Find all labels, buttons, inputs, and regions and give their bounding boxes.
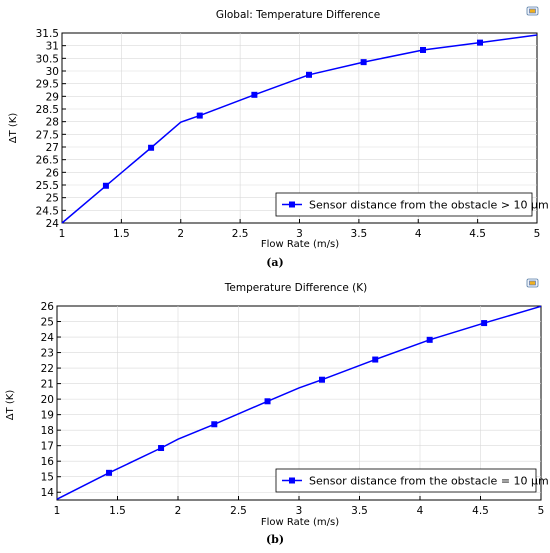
chart-b-export-icon[interactable]	[526, 278, 539, 288]
chart-a-y-tick-label: 26	[46, 167, 60, 179]
chart-b-x-tick-label: 4	[417, 505, 424, 517]
chart-b-x-tick-label: 1.5	[109, 505, 126, 517]
chart-a-data-point	[102, 182, 109, 189]
chart-a-x-tick-label: 1.5	[113, 228, 130, 240]
chart-b-x-tick-label: 3	[296, 505, 303, 517]
chart-a-series	[61, 34, 538, 224]
chart-a-data-point	[360, 59, 367, 66]
chart-a-title: Global: Temperature Difference	[216, 9, 380, 21]
chart-a-x-tick-label: 5	[534, 228, 541, 240]
chart-b-x-tick-label: 3.5	[351, 505, 368, 517]
chart-a-x-tick-label: 4	[415, 228, 422, 240]
chart-b-y-tick-label: 15	[41, 472, 54, 484]
chart-a-y-tick-label: 24	[46, 218, 60, 230]
chart-a-data-point	[420, 46, 426, 53]
chart-a-data-point	[196, 112, 203, 119]
chart-a-legend-label: Sensor distance from the obstacle > 10 μ…	[309, 199, 549, 212]
chart-a-data-point	[251, 91, 258, 98]
chart-b-data-point	[426, 336, 433, 343]
chart-a-data-point	[306, 71, 312, 78]
chart-b-x-tick-label: 4.5	[472, 505, 489, 517]
chart-b-y-tick-label: 16	[41, 456, 55, 468]
chart-a-y-tick-label: 30	[46, 66, 59, 78]
chart-a-ticks: 1 1.5 2 2.5 3 3.5 4 4.5 5 2424.52525.52626.52727.…	[36, 28, 541, 240]
chart-b-y-tick-label: 23	[41, 348, 54, 360]
chart-a-grid	[62, 33, 537, 223]
chart-a-data-point	[477, 39, 483, 46]
chart-a-y-tick-label: 31.5	[36, 28, 59, 40]
chart-a-x-tick-label: 1	[59, 228, 66, 240]
chart-b-data-point	[158, 445, 165, 452]
chart-a-x-tick-label: 4.5	[469, 228, 486, 240]
chart-a-xlabel: Flow Rate (m/s)	[261, 239, 339, 250]
chart-panel-a: Global: Temperature Difference 1 1.5 2 2.5 3…	[8, 6, 549, 269]
chart-a-ylabel: ΔT (K)	[8, 113, 19, 144]
chart-b-y-tick-label: 19	[41, 410, 54, 422]
chart-b-data-point	[106, 469, 113, 476]
chart-b-legend: Sensor distance from the obstacle = 10 μ…	[275, 468, 549, 493]
chart-a-x-tick-label: 2	[177, 228, 184, 240]
chart-a-y-tick-label: 29.5	[36, 79, 59, 91]
chart-a-data-point	[148, 144, 155, 151]
chart-b-xlabel: Flow Rate (m/s)	[261, 517, 339, 528]
chart-panel-b: Temperature Difference (K) 1 1.5 2 2.5 3 3.5 4…	[5, 278, 549, 546]
chart-b-data-point	[211, 421, 218, 428]
chart-a-y-tick-label: 28.5	[36, 104, 59, 116]
chart-a-export-icon[interactable]	[526, 6, 539, 16]
chart-b-data-point	[318, 376, 325, 383]
chart-b-series	[56, 305, 542, 500]
chart-a-x-tick-label: 3	[296, 228, 303, 240]
chart-a-y-tick-label: 27.5	[36, 129, 59, 141]
chart-b-ticks: 1 1.5 2 2.5 3 3.5 4 4.5 5 14 15 16 17 18 19 20 21 22 23 24 2…	[41, 301, 545, 517]
chart-b-x-tick-label: 2	[175, 505, 182, 517]
chart-b-y-tick-label: 14	[41, 487, 55, 499]
chart-b-data-point	[264, 398, 271, 405]
chart-b-data-point	[372, 356, 379, 363]
chart-b-y-tick-label: 20	[41, 394, 54, 406]
chart-a-y-tick-label: 28	[46, 117, 59, 129]
chart-b-title: Temperature Difference (K)	[224, 282, 367, 294]
chart-a-x-tick-label: 2.5	[232, 228, 249, 240]
chart-b-legend-label: Sensor distance from the obstacle = 10 μ…	[309, 475, 549, 488]
chart-b-ylabel: ΔT (K)	[5, 390, 16, 421]
chart-a-y-tick-label: 27	[46, 142, 59, 154]
chart-b-x-tick-label: 5	[538, 505, 545, 517]
chart-a-x-tick-label: 3.5	[351, 228, 368, 240]
chart-b-y-tick-label: 18	[41, 425, 54, 437]
chart-a-y-tick-label: 29	[46, 91, 59, 103]
chart-a-y-tick-label: 25.5	[36, 180, 59, 192]
chart-b-x-tick-label: 2.5	[230, 505, 247, 517]
chart-b-y-tick-label: 26	[41, 301, 55, 313]
chart-b-y-tick-label: 25	[41, 317, 54, 329]
chart-a-y-tick-label: 24.5	[36, 205, 59, 217]
chart-b-series-line	[56, 305, 542, 500]
chart-b-y-tick-label: 21	[41, 379, 54, 391]
chart-a-y-tick-label: 30.5	[36, 53, 59, 65]
chart-b-x-tick-label: 1	[54, 505, 61, 517]
chart-b-caption: (b)	[266, 533, 284, 546]
chart-a-y-tick-label: 26.5	[36, 155, 59, 167]
chart-a-caption: (a)	[266, 256, 284, 269]
chart-b-y-tick-label: 24	[41, 332, 55, 344]
chart-a-y-tick-label: 31	[46, 41, 59, 53]
chart-b-data-point	[481, 320, 488, 327]
chart-a-legend: Sensor distance from the obstacle > 10 μ…	[275, 192, 549, 217]
chart-b-y-tick-label: 17	[41, 441, 54, 453]
chart-a-y-tick-label: 25	[46, 193, 59, 205]
chart-b-y-tick-label: 22	[41, 363, 54, 375]
